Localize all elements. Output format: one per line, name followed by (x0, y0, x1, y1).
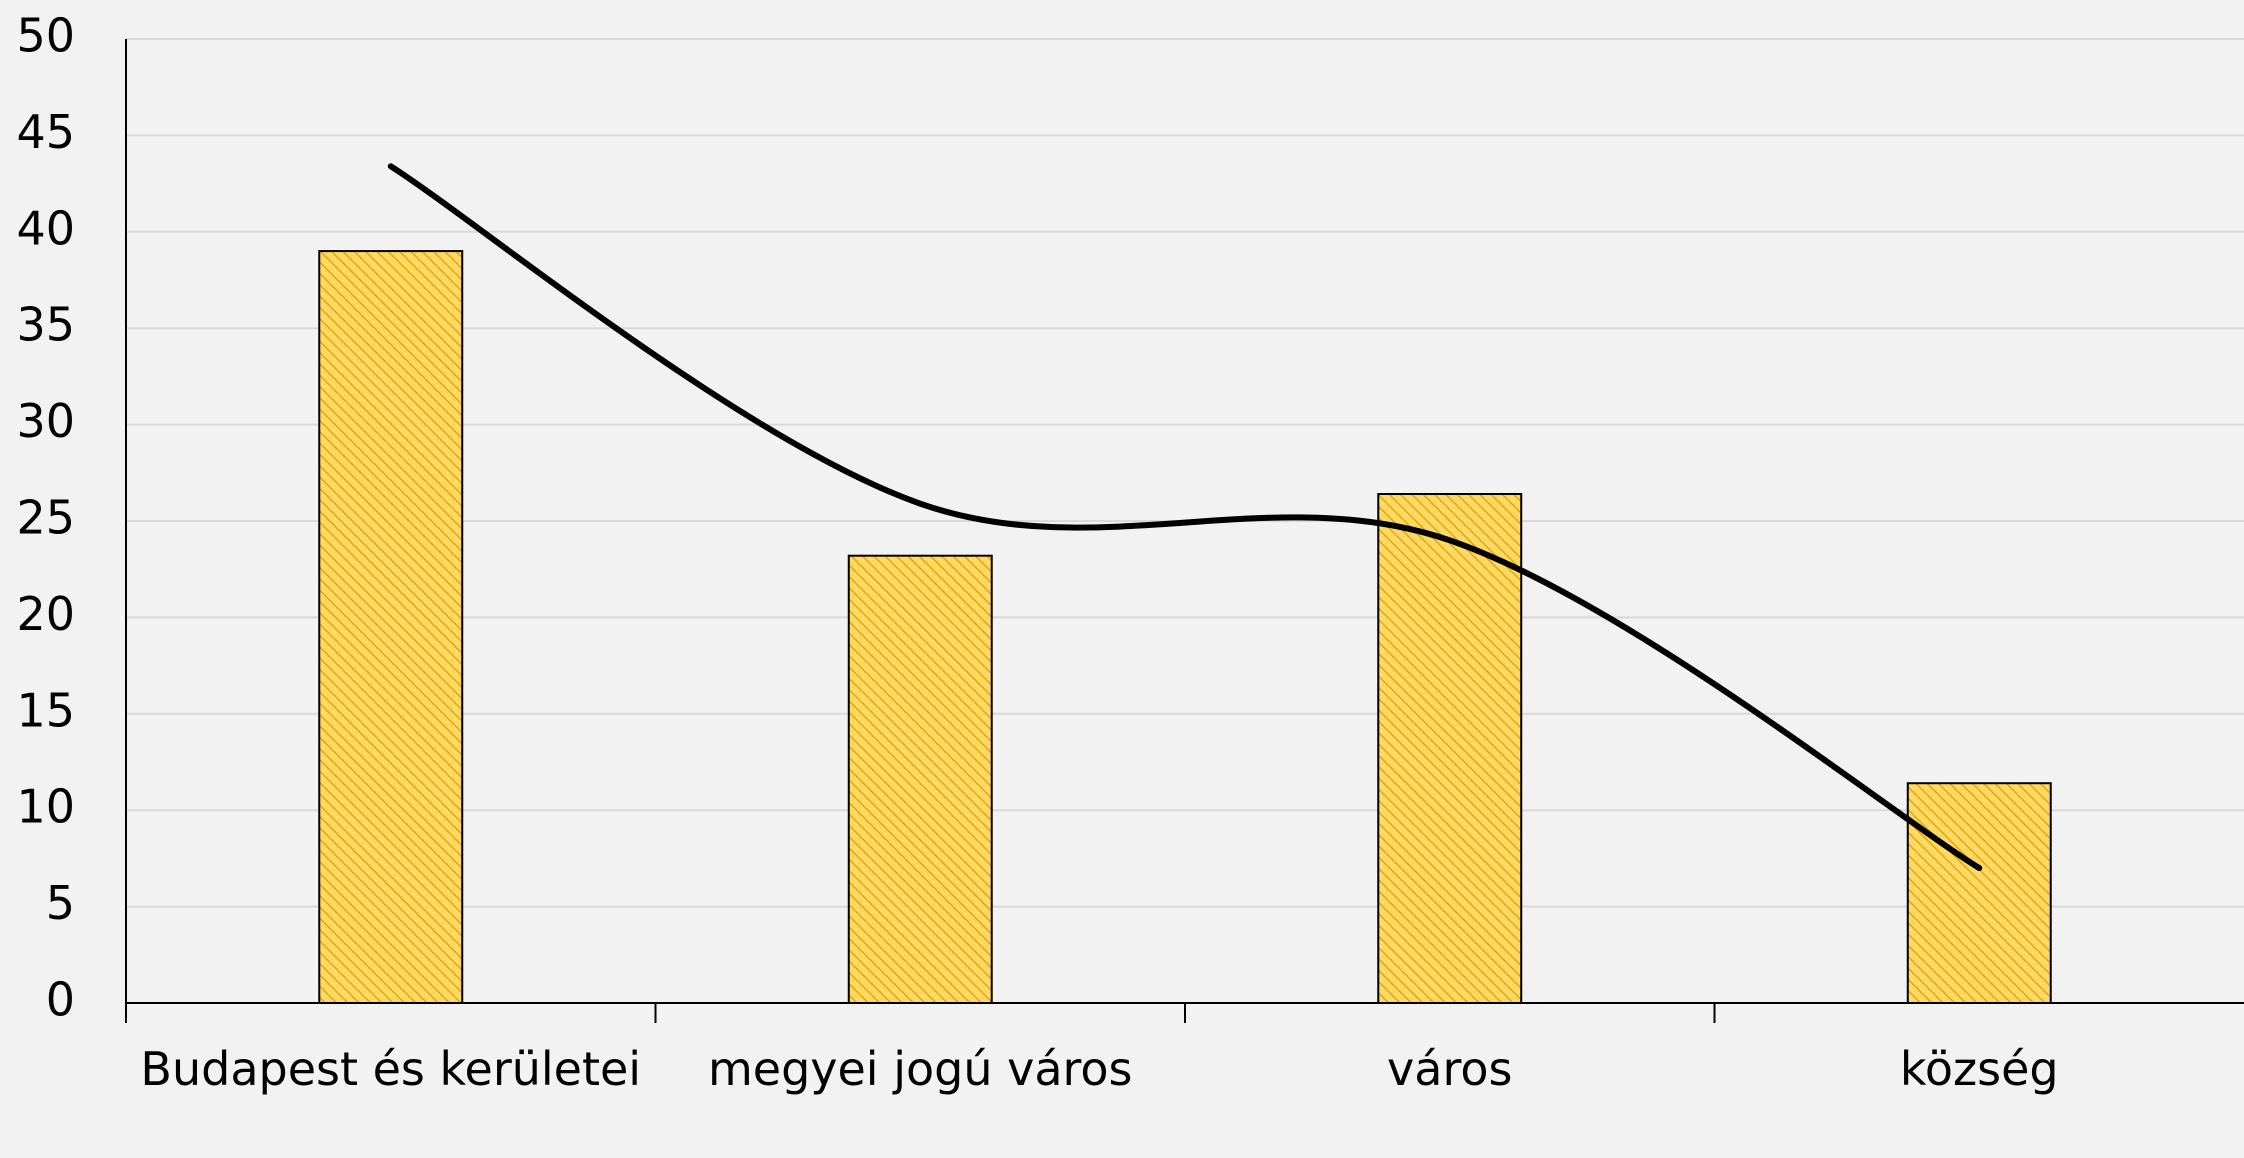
y-tick-label: 45 (16, 105, 75, 159)
x-tick-label: megyei jogú város (707, 1042, 1133, 1096)
y-tick-label: 25 (16, 491, 75, 545)
y-tick-label: 10 (16, 780, 75, 834)
bar (847, 554, 993, 1004)
x-tick-label: város (1387, 1042, 1513, 1096)
x-tick-label: község (1899, 1042, 2059, 1096)
y-tick-label: 35 (16, 298, 75, 352)
y-tick-label: 0 (46, 973, 75, 1027)
y-tick-label: 30 (16, 394, 75, 448)
bar (1377, 493, 1523, 1004)
y-tick-label: 20 (16, 587, 75, 641)
y-tick-label: 40 (16, 201, 75, 255)
y-tick-label: 50 (16, 9, 75, 63)
line (387, 163, 1983, 872)
bar (318, 250, 464, 1004)
y-tick-label: 15 (16, 683, 75, 737)
bar (1906, 782, 2052, 1005)
x-tick-label: Budapest és kerületei (140, 1042, 642, 1096)
y-tick-label: 5 (46, 876, 75, 930)
